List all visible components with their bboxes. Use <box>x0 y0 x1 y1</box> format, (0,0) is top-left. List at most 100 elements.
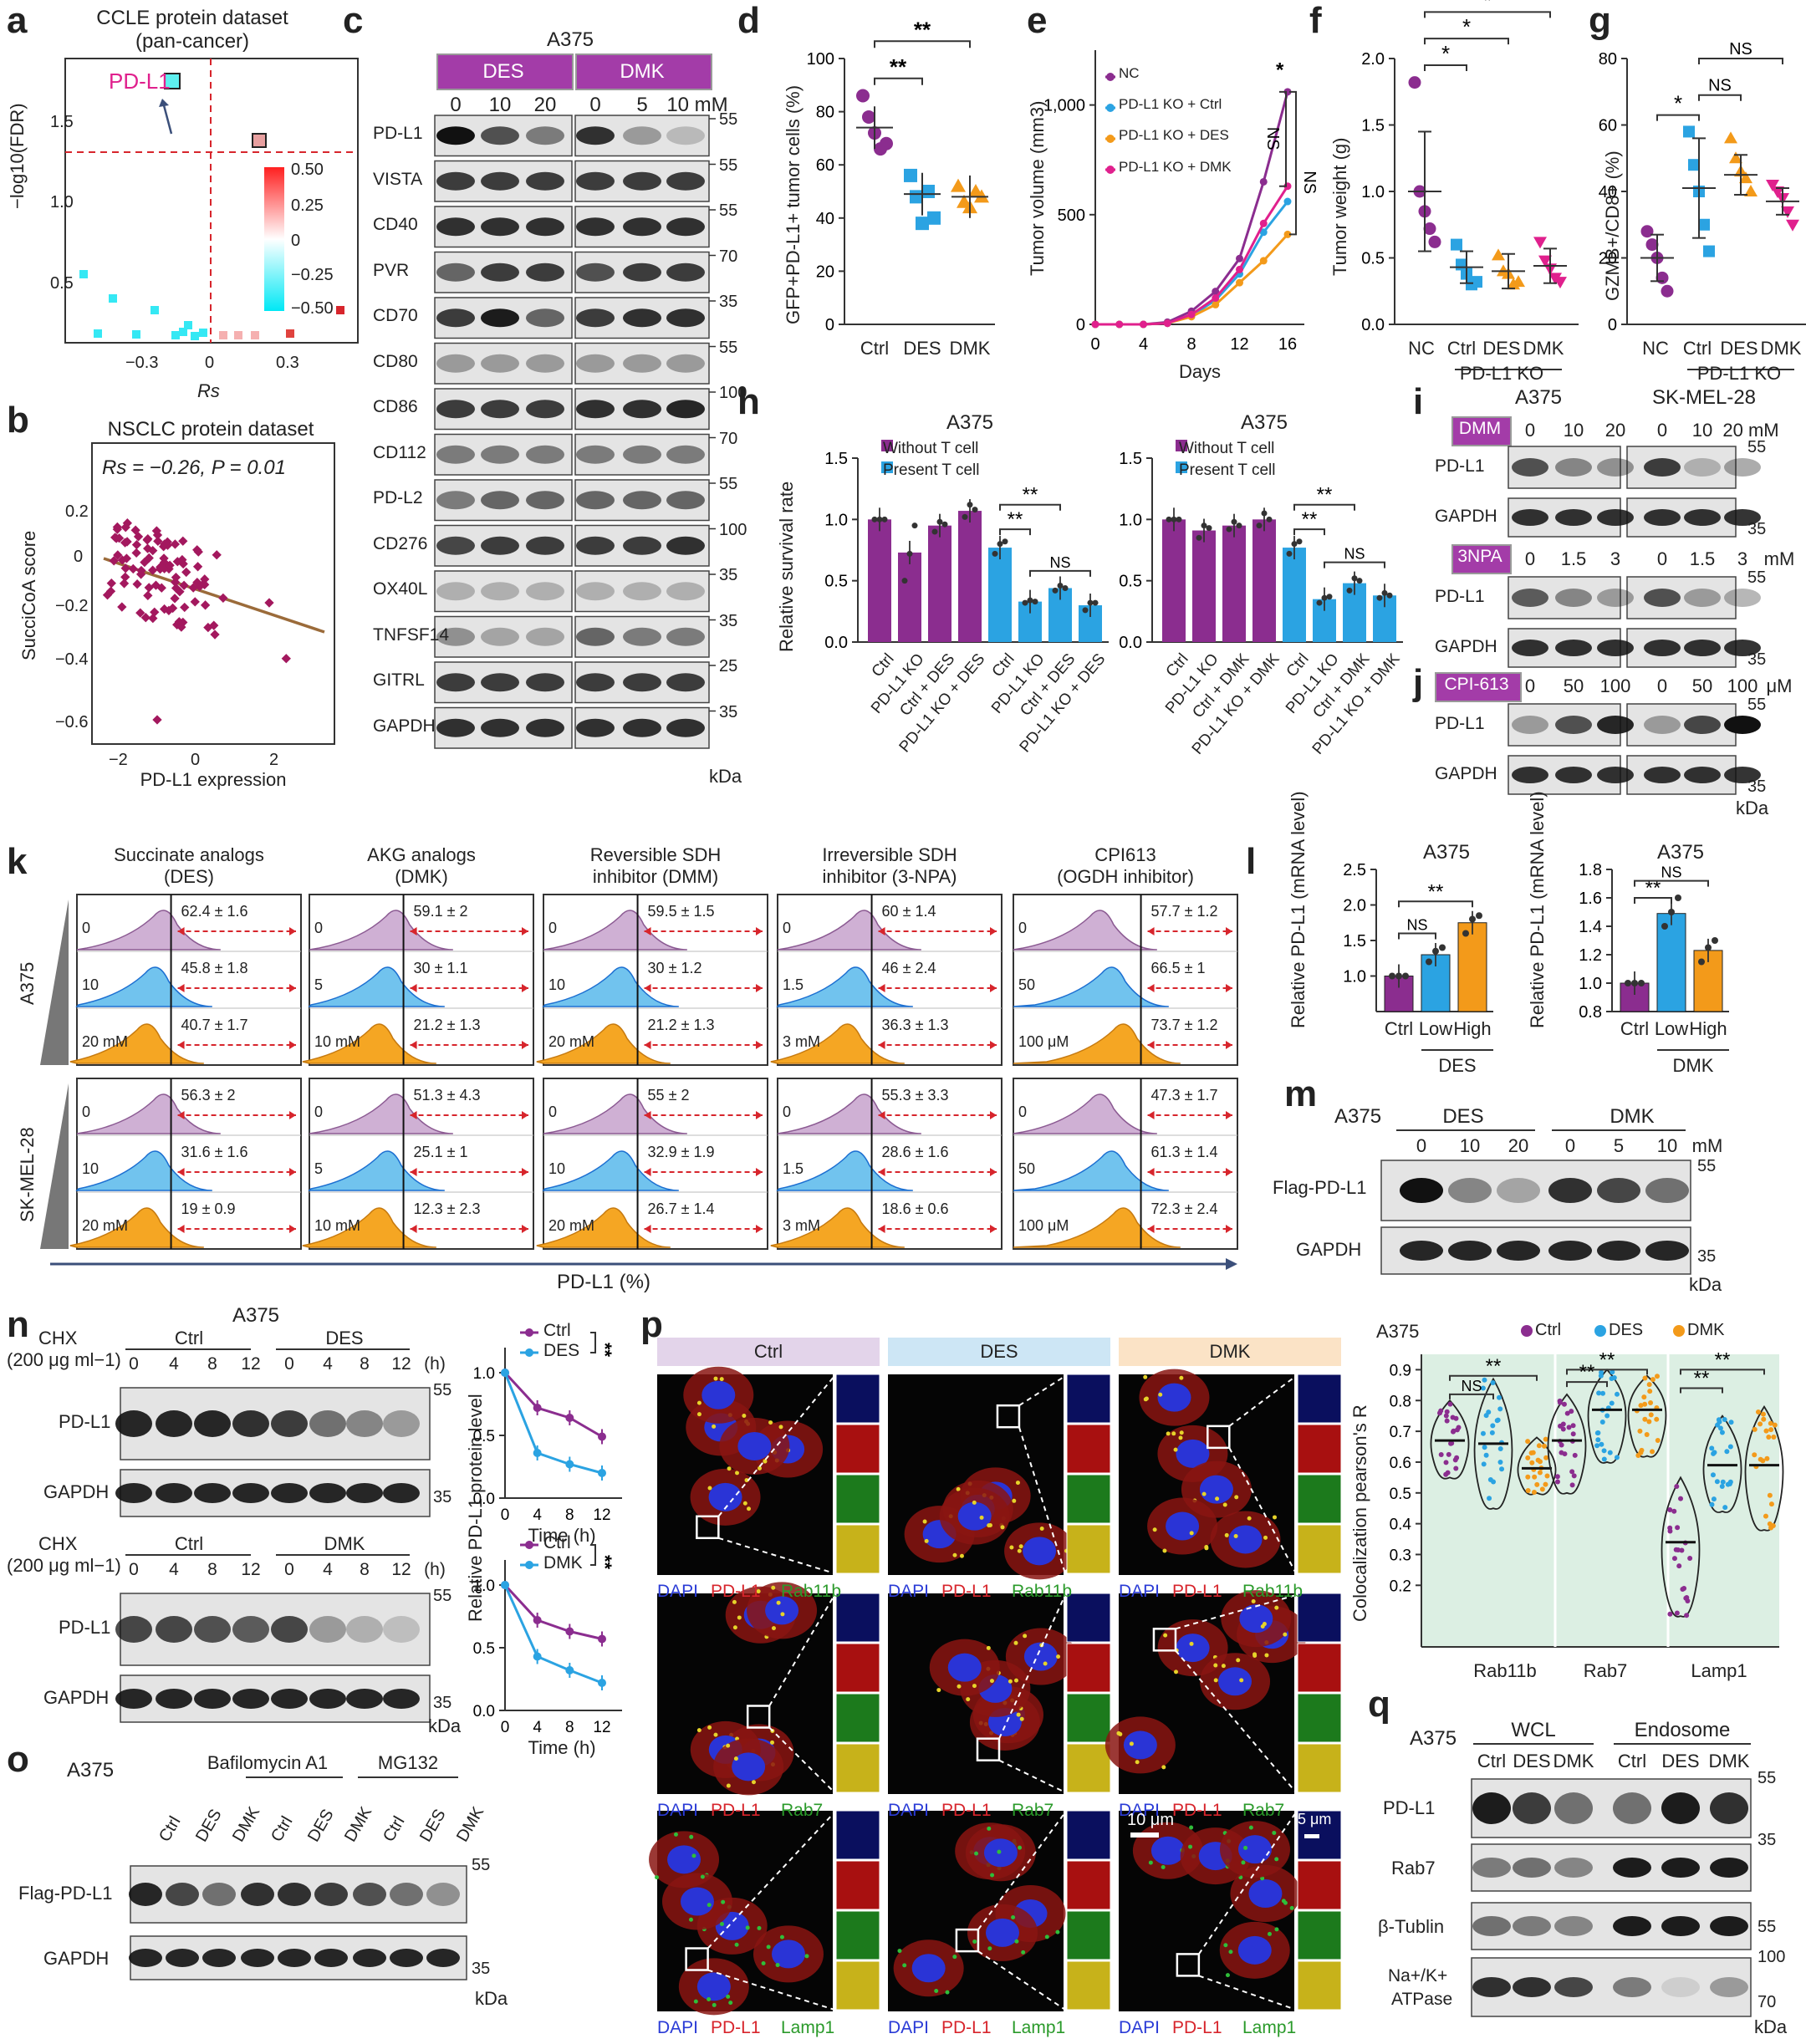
data-point <box>1535 1457 1541 1463</box>
band <box>576 536 615 555</box>
blot-box <box>434 570 573 613</box>
dose-triangle <box>40 1083 69 1249</box>
band <box>526 126 564 145</box>
bar <box>1222 525 1246 642</box>
puncta <box>713 1732 718 1737</box>
histogram <box>309 910 453 951</box>
puncta <box>1021 1950 1026 1955</box>
scatter-point <box>153 536 163 546</box>
blot-row-label: GITRL <box>373 670 425 690</box>
data-point <box>1443 1460 1449 1465</box>
data-point <box>1709 1501 1715 1507</box>
dose-label: 10 <box>548 976 566 993</box>
percent-label: 18.6 ± 0.6 <box>881 1200 949 1217</box>
data-point <box>1291 541 1298 548</box>
data-point <box>1231 518 1237 525</box>
y-tick-label: 1.0 <box>1119 511 1142 529</box>
channel-dapi: DAPI <box>1119 1582 1161 1601</box>
puncta <box>726 1783 731 1788</box>
zoom-line <box>977 1950 1066 2011</box>
data-point <box>1447 1401 1453 1407</box>
band <box>1661 1916 1700 1936</box>
sig-label: NS <box>1729 40 1752 59</box>
puncta <box>776 1600 781 1605</box>
gate-arrowhead <box>289 1168 296 1176</box>
time-label: 12 <box>241 1560 261 1579</box>
data-point <box>1444 1409 1450 1414</box>
puncta <box>979 1515 984 1520</box>
band <box>623 582 661 601</box>
data-point <box>1236 522 1242 529</box>
time-label: 8 <box>360 1354 370 1374</box>
scatter-point <box>117 602 127 612</box>
svg-text:0: 0 <box>191 751 200 769</box>
conc-label: 0 <box>1416 1135 1427 1156</box>
group-label: DES <box>325 1328 364 1348</box>
group-label: MG132 <box>377 1752 439 1773</box>
gate-arrowhead <box>756 1168 763 1176</box>
y-tick-label: 1.0 <box>824 511 848 529</box>
data-point <box>1599 1441 1604 1447</box>
zoom-line <box>1198 1975 1297 2011</box>
puncta <box>742 1413 747 1418</box>
channel-marker: Lamp1 <box>781 2018 835 2037</box>
legend-swatch <box>525 1328 533 1337</box>
data-point <box>1758 1421 1763 1427</box>
data-point <box>1601 1448 1607 1454</box>
sig-bracket <box>1324 561 1385 568</box>
band <box>232 1483 269 1503</box>
data-point <box>1438 1451 1444 1457</box>
x-tick: DES <box>903 338 941 359</box>
band <box>1613 1916 1651 1936</box>
group-label: PD-L1 KO <box>1459 363 1544 384</box>
inset <box>1297 1474 1342 1524</box>
nucleus <box>1248 1879 1283 1909</box>
inset <box>1066 1374 1111 1424</box>
panel-f-letter: f <box>1309 0 1322 41</box>
dose-label: 20 mM <box>548 1033 595 1050</box>
band <box>1644 589 1681 607</box>
x-tick: Ctrl <box>1446 338 1477 359</box>
x-tick-label: 0 <box>501 1719 510 1736</box>
puncta <box>1221 1664 1226 1669</box>
puncta <box>972 1500 977 1505</box>
puncta <box>1243 1845 1248 1850</box>
cell-label: A375 <box>1410 1727 1457 1750</box>
y-tick-label: 1.5 <box>1343 932 1366 951</box>
data-point <box>906 550 913 557</box>
band <box>426 1949 460 1967</box>
data-point <box>1462 930 1469 937</box>
blot-box <box>1508 446 1621 489</box>
data-point <box>1316 599 1323 606</box>
sig-label: ** <box>1486 1355 1502 1378</box>
scatter-point <box>143 590 153 601</box>
scatter-point <box>121 553 132 563</box>
column-header-label: Ctrl <box>753 1341 783 1362</box>
data-point <box>1492 248 1505 261</box>
sig-bracket <box>1293 503 1355 511</box>
y-tick-label: 0 <box>1608 316 1617 334</box>
data-point <box>1529 1460 1535 1465</box>
data-point <box>1572 1452 1578 1458</box>
data-point <box>1196 534 1202 541</box>
legend-item: Present T cell <box>883 461 980 479</box>
band <box>1724 767 1761 783</box>
y-tick-label: 0.8 <box>1579 1003 1602 1022</box>
puncta <box>689 1834 694 1839</box>
blot-row-label: PVR <box>373 260 410 280</box>
sig-bracket <box>1398 932 1436 940</box>
gate-arrowhead <box>177 984 185 992</box>
data-point <box>1408 76 1421 89</box>
time-label: 8 <box>207 1354 217 1374</box>
scatter-point <box>151 526 162 536</box>
blot-row-label: β-Tublin <box>1378 1916 1445 1937</box>
zoom-box <box>696 1515 720 1540</box>
gate-arrowhead <box>177 1168 185 1176</box>
band <box>278 1883 311 1906</box>
nucleus <box>911 1954 946 1983</box>
data-point <box>1534 1481 1540 1487</box>
puncta <box>712 1424 717 1429</box>
nucleus <box>701 1380 736 1409</box>
scatter-point <box>178 536 188 546</box>
